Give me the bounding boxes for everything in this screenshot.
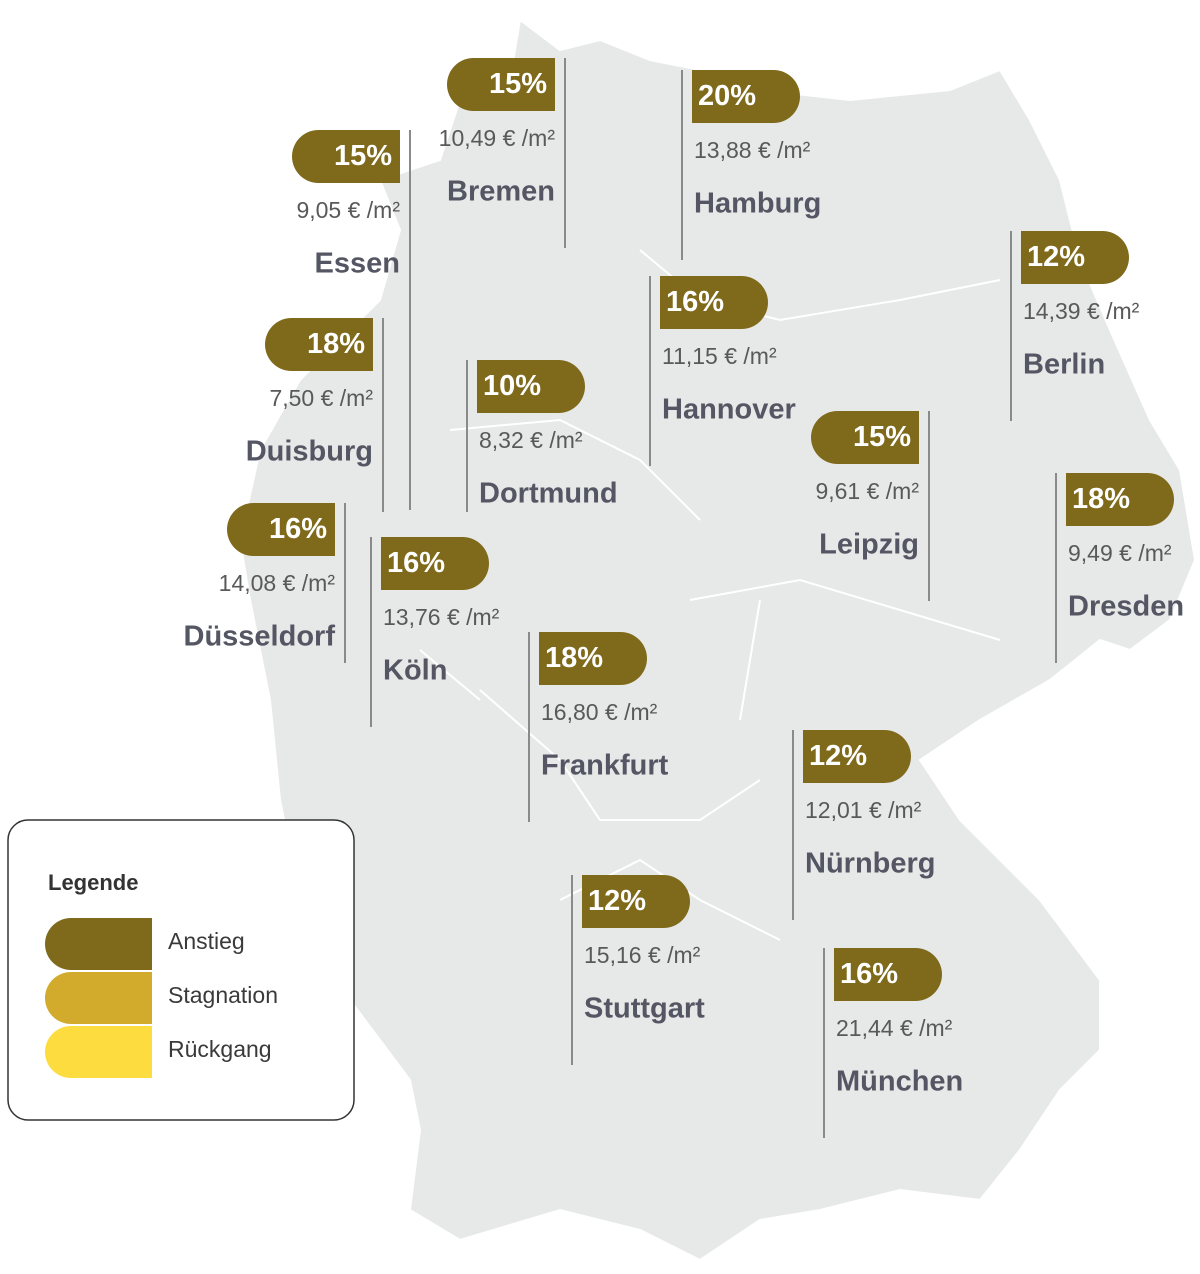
change-badge: [381, 537, 490, 590]
change-label: 18%: [307, 328, 365, 360]
price-label: 11,15 € /m²: [662, 343, 777, 369]
legend-label: Stagnation: [168, 982, 278, 1008]
change-label: 15%: [853, 421, 911, 453]
legend-swatch: [45, 1026, 152, 1078]
legend-label: Rückgang: [168, 1036, 272, 1062]
change-badge: [227, 503, 335, 556]
change-label: 15%: [489, 68, 547, 100]
price-label: 14,39 € /m²: [1023, 298, 1140, 324]
change-badge: [811, 411, 919, 464]
change-badge: [803, 730, 911, 783]
price-label: 12,01 € /m²: [805, 797, 922, 823]
price-label: 9,49 € /m²: [1068, 540, 1172, 566]
price-label: 9,61 € /m²: [815, 478, 919, 504]
change-label: 16%: [387, 547, 445, 579]
price-label: 7,50 € /m²: [269, 385, 373, 411]
city-name: München: [836, 1066, 963, 1098]
price-label: 10,49 € /m²: [439, 125, 556, 151]
city-name: Hamburg: [694, 188, 821, 220]
change-badge: [1021, 231, 1129, 284]
change-badge: [292, 130, 400, 183]
city-name: Dresden: [1068, 591, 1184, 623]
change-label: 10%: [483, 370, 541, 402]
legend-title: Legende: [48, 870, 138, 895]
price-label: 8,32 € /m²: [479, 427, 583, 453]
change-label: 16%: [840, 958, 898, 990]
change-badge: [447, 58, 555, 111]
price-label: 14,08 € /m²: [219, 570, 336, 596]
change-badge: [477, 360, 585, 413]
city-name: Stuttgart: [584, 993, 705, 1025]
change-label: 16%: [666, 286, 724, 318]
city-name: Dortmund: [479, 478, 618, 510]
price-label: 13,88 € /m²: [694, 137, 811, 163]
city-name: Essen: [315, 248, 400, 280]
legend-label: Anstieg: [168, 928, 245, 954]
change-label: 18%: [545, 642, 603, 674]
change-label: 20%: [698, 80, 756, 112]
change-label: 18%: [1072, 483, 1130, 515]
change-badge: [1066, 473, 1174, 526]
change-label: 12%: [1027, 241, 1085, 273]
city-name: Düsseldorf: [184, 621, 336, 653]
change-badge: [539, 632, 647, 685]
change-badge: [660, 276, 768, 329]
change-label: 12%: [809, 740, 867, 772]
city-name: Frankfurt: [541, 750, 669, 782]
change-badge: [582, 875, 690, 928]
change-badge: [692, 70, 800, 123]
city-name: Leipzig: [819, 529, 919, 561]
change-label: 15%: [334, 140, 392, 172]
city-name: Köln: [383, 655, 447, 687]
price-label: 9,05 € /m²: [296, 197, 400, 223]
price-label: 16,80 € /m²: [541, 699, 658, 725]
price-label: 21,44 € /m²: [836, 1015, 953, 1041]
price-label: 13,76 € /m²: [383, 604, 500, 630]
change-label: 12%: [588, 885, 646, 917]
change-label: 16%: [269, 513, 327, 545]
city-name: Hannover: [662, 394, 796, 426]
change-badge: [265, 318, 373, 371]
city-name: Duisburg: [246, 436, 373, 468]
city-name: Nürnberg: [805, 848, 936, 880]
change-badge: [834, 948, 942, 1001]
city-name: Berlin: [1023, 349, 1105, 381]
city-name: Bremen: [447, 176, 555, 208]
price-label: 15,16 € /m²: [584, 942, 701, 968]
legend-swatch: [45, 972, 152, 1024]
legend-swatch: [45, 918, 152, 970]
